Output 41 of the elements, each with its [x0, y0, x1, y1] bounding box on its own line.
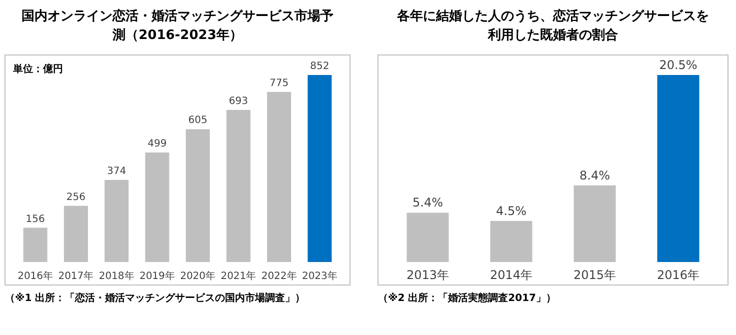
x-tick-label: 2015年 [573, 268, 616, 282]
bar [406, 212, 449, 262]
data-label: 20.5% [659, 58, 698, 72]
x-tick-label: 2023年 [302, 270, 338, 282]
data-label: 775 [270, 78, 289, 89]
bar [186, 129, 210, 262]
data-label: 693 [228, 96, 248, 107]
data-label: 8.4% [580, 168, 610, 182]
x-tick-label: 2016年 [656, 268, 700, 282]
data-label: 4.5% [496, 204, 526, 218]
bar [23, 228, 48, 262]
bar [267, 92, 292, 262]
x-tick-label: 2020年 [180, 270, 216, 282]
data-label: 852 [310, 61, 330, 72]
data-label: 256 [66, 192, 86, 203]
bar [574, 185, 616, 262]
x-tick-label: 2021年 [220, 270, 256, 282]
x-tick-label: 2016年 [18, 270, 54, 282]
text: （※2 出所：「婚活実態調査2017」） [378, 292, 556, 304]
bar [490, 220, 532, 262]
bar [308, 75, 332, 262]
chart-title: 各年に結婚した人のうち、恋活マッチングサービスを利用した既婚者の割合 [396, 8, 709, 43]
bar [64, 206, 88, 262]
data-label: 156 [26, 214, 45, 225]
text: （※1 出所：「恋活・婚活マッチングサービスの国内市場調査」） [5, 292, 306, 304]
x-tick-label: 2018年 [98, 270, 134, 282]
data-label: 374 [107, 166, 126, 177]
data-label: 499 [148, 138, 167, 150]
bar [145, 152, 170, 262]
x-tick-label: 2022年 [261, 270, 297, 282]
x-tick-label: 2017年 [58, 270, 94, 282]
chart-title: 国内オンライン恋活・婚活マッチングサービス市場予測（2016-2023年） [22, 8, 334, 43]
x-tick-label: 2019年 [139, 270, 175, 282]
bar [104, 180, 129, 262]
data-label: 605 [188, 115, 208, 126]
bar [657, 75, 700, 262]
annotation: 単位：億円 [12, 63, 63, 75]
bar [226, 110, 250, 262]
x-tick-label: 2014年 [490, 268, 533, 282]
data-label: 5.4% [412, 196, 443, 210]
x-tick-label: 2013年 [406, 268, 450, 282]
